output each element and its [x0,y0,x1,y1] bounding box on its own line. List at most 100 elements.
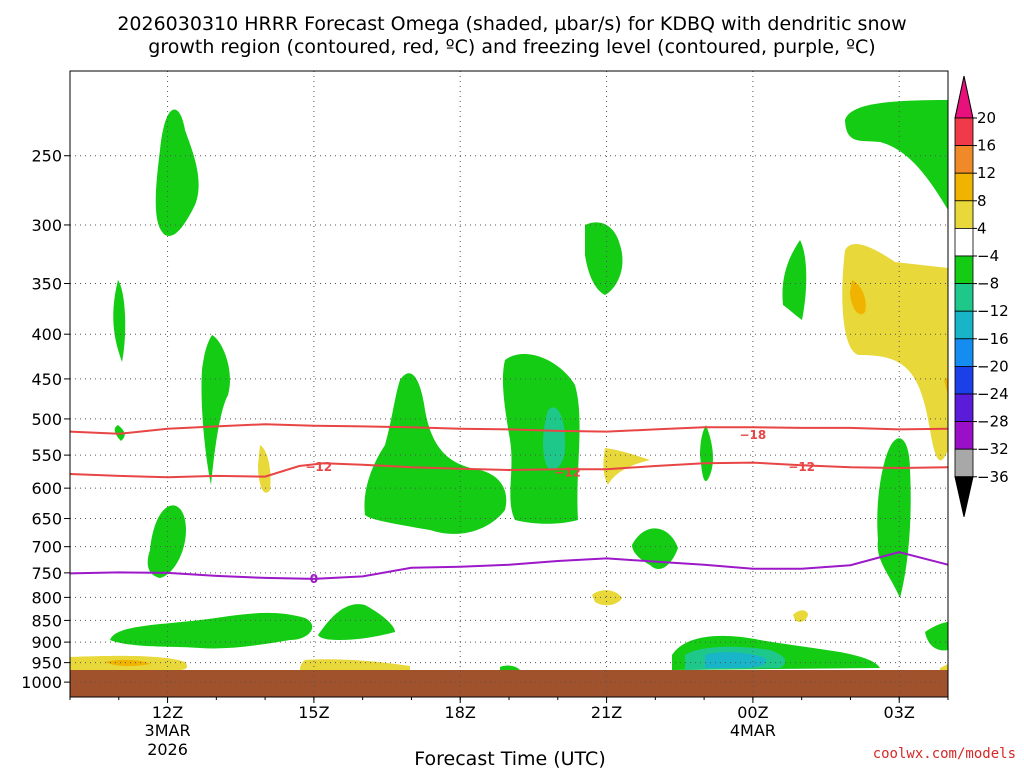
omega-region [845,100,948,210]
colorbar-label: 4 [977,219,987,237]
y-tick-label: 600 [31,479,62,498]
colorbar-label: 12 [977,164,996,182]
colorbar-label: 8 [977,192,987,210]
omega-region [300,659,410,670]
colorbar-swatch [954,393,974,423]
omega-region [502,354,580,524]
colorbar-swatch [954,421,974,450]
omega-region [201,335,230,485]
colorbar-swatch [954,117,974,147]
omega-region [258,445,271,493]
colorbar-swatch [954,172,974,202]
y-tick-label: 400 [31,325,62,344]
omega-region [940,664,948,670]
colorbar-bottom-arrow [954,476,974,517]
y-tick-label: 900 [31,633,62,652]
colorbar-label: 16 [977,137,996,155]
contours: −18 −12 −12 −12 0 [69,423,949,586]
x-tick-label: 03Z [884,703,915,722]
colorbar-label: −32 [977,440,1009,458]
x-axis-label: Forecast Time (UTC) [414,748,605,768]
y-tick-label: 850 [31,611,62,630]
omega-region [782,240,807,320]
x-tick-label: 12Z [152,703,183,722]
contour-label: 0 [310,572,318,586]
y-tick-label: 350 [31,274,62,293]
y-tick-label: 450 [31,370,62,389]
colorbar-swatch [954,310,974,340]
omega-region [318,604,395,640]
omega-region [105,659,150,667]
x-tick-label: 21Z [591,703,622,722]
omega-region [585,222,623,295]
colorbar-label: −28 [977,413,1009,431]
colorbar-label: −4 [977,247,999,265]
contour-label: −12 [788,460,815,474]
x-tick-label: 15Z [298,703,329,722]
y-axis: 250 300 350 400 450 500 550 600 650 700 750 800 850 9… [21,147,70,692]
y-tick-label: 700 [31,538,62,557]
colorbar-label: −36 [977,468,1009,486]
colorbar-swatch [954,145,974,174]
contour-label: −12 [305,460,332,474]
colorbar-swatch [954,338,974,367]
y-tick-label: 550 [31,446,62,465]
colorbar-label: −12 [977,302,1009,320]
contour-label: −12 [554,465,581,479]
omega-region [500,665,520,670]
omega-shaded-field [70,100,948,697]
colorbar-swatch [954,200,974,229]
omega-region [850,280,866,315]
x-tick-label: 00Z [737,703,768,722]
colorbar-swatch [954,283,974,312]
colorbar-label: 20 [977,109,996,127]
omega-region [632,528,678,569]
colorbar-label: −20 [977,357,1009,375]
y-tick-label: 950 [31,654,62,673]
colorbar-label: −24 [977,385,1009,403]
y-tick-label: 650 [31,510,62,529]
date-label: 3MAR [145,721,191,740]
chart-title-line2: growth region (contoured, red, ºC) and f… [148,36,875,58]
omega-region [155,109,199,236]
y-tick-label: 750 [31,564,62,583]
omega-region [364,373,507,534]
chart-title-line1: 2026030310 HRRR Forecast Omega (shaded, … [117,13,906,35]
omega-region [877,438,911,598]
omega-region [147,505,186,578]
omega-region [842,243,948,461]
credit-link[interactable]: coolwx.com/models [873,746,1016,762]
freezing-level-contour [69,551,949,580]
colorbar-label: −16 [977,330,1009,348]
omega-region [700,425,713,482]
terrain-surface [70,670,948,697]
colorbar: 20 16 12 8 4 −4 −8 −12 −16 −20 −24 −28 −32 −36 [954,75,1009,517]
colorbar-swatch [954,227,974,257]
omega-region [705,652,767,668]
omega-region [925,622,948,651]
y-tick-label: 250 [31,147,62,166]
colorbar-label: −8 [977,275,999,293]
x-tick-label: 18Z [445,703,476,722]
colorbar-swatch [954,365,974,395]
omega-region [603,448,650,485]
omega-region [944,378,948,395]
contour-label: −18 [740,428,767,442]
dgz-bottom-contour [69,461,949,479]
date-label: 4MAR [730,721,776,740]
dgz-top-contour [69,423,949,435]
date-label-year: 2026 [147,740,188,759]
colorbar-swatch [954,448,974,478]
omega-region [113,280,126,362]
y-tick-label: 500 [31,410,62,429]
omega-region [543,407,566,470]
y-tick-label: 1000 [21,673,62,692]
omega-region [592,590,622,606]
colorbar-swatch [954,255,974,285]
omega-region [793,610,808,623]
y-tick-label: 800 [31,588,62,607]
y-tick-label: 300 [31,216,62,235]
omega-region [110,612,313,649]
